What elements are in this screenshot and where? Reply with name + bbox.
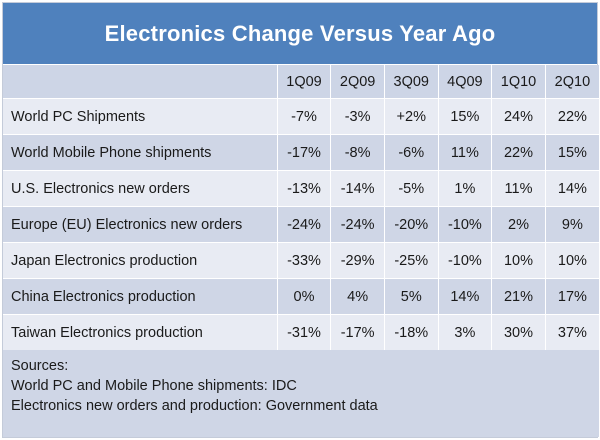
table-cell: 14% bbox=[544, 170, 599, 207]
table-cell: -6% bbox=[383, 134, 439, 171]
data-table: 1Q09 2Q09 3Q09 4Q09 1Q10 2Q10 World PC S… bbox=[3, 65, 599, 351]
row-label: U.S. Electronics new orders bbox=[3, 170, 278, 207]
header-row: 1Q09 2Q09 3Q09 4Q09 1Q10 2Q10 bbox=[3, 65, 599, 99]
row-label: Japan Electronics production bbox=[3, 242, 278, 279]
table-cell: 21% bbox=[491, 278, 546, 315]
table-cell: -7% bbox=[276, 98, 331, 135]
table-cell: -10% bbox=[437, 206, 492, 243]
table-cell: 24% bbox=[491, 98, 546, 135]
table-cell: 5% bbox=[383, 278, 439, 315]
row-label: Taiwan Electronics production bbox=[3, 314, 278, 351]
table-cell: -17% bbox=[276, 134, 331, 171]
table-cell: 4% bbox=[330, 278, 385, 315]
table-cell: -14% bbox=[330, 170, 385, 207]
table-cell: 2% bbox=[491, 206, 546, 243]
table-cell: 3% bbox=[437, 314, 492, 351]
table-row: Japan Electronics production -33% -29% -… bbox=[3, 242, 599, 279]
table-row: Europe (EU) Electronics new orders -24% … bbox=[3, 206, 599, 243]
table-cell: -20% bbox=[383, 206, 439, 243]
table-cell: -31% bbox=[276, 314, 331, 351]
row-label: China Electronics production bbox=[3, 278, 278, 315]
column-header: 4Q09 bbox=[437, 65, 492, 99]
table-row: U.S. Electronics new orders -13% -14% -5… bbox=[3, 170, 599, 207]
table-cell: -29% bbox=[330, 242, 385, 279]
table-cell: -18% bbox=[383, 314, 439, 351]
table-cell: 9% bbox=[544, 206, 599, 243]
table-cell: 1% bbox=[437, 170, 492, 207]
table-cell: -25% bbox=[383, 242, 439, 279]
title-bar: Electronics Change Versus Year Ago bbox=[3, 3, 597, 65]
column-header: 1Q10 bbox=[491, 65, 546, 99]
table-cell: 22% bbox=[544, 98, 599, 135]
table-cell: -3% bbox=[330, 98, 385, 135]
column-header: 2Q10 bbox=[544, 65, 599, 99]
column-header: 3Q09 bbox=[383, 65, 439, 99]
table-cell: 22% bbox=[491, 134, 546, 171]
column-header: 2Q09 bbox=[330, 65, 385, 99]
table-cell: -17% bbox=[330, 314, 385, 351]
row-label: World Mobile Phone shipments bbox=[3, 134, 278, 171]
sources-note: Sources: World PC and Mobile Phone shipm… bbox=[3, 350, 599, 437]
table-cell: 30% bbox=[491, 314, 546, 351]
table-cell: -24% bbox=[330, 206, 385, 243]
table-cell: 37% bbox=[544, 314, 599, 351]
table-cell: -10% bbox=[437, 242, 492, 279]
source-line: Electronics new orders and production: G… bbox=[11, 398, 378, 414]
table-cell: -24% bbox=[276, 206, 331, 243]
table-cell: 14% bbox=[437, 278, 492, 315]
table-cell: 10% bbox=[544, 242, 599, 279]
row-label: World PC Shipments bbox=[3, 98, 278, 135]
table-cell: -8% bbox=[330, 134, 385, 171]
table-cell: 15% bbox=[437, 98, 492, 135]
table-cell: -5% bbox=[383, 170, 439, 207]
table-cell: 15% bbox=[544, 134, 599, 171]
table-cell: 11% bbox=[491, 170, 546, 207]
table-row: Taiwan Electronics production -31% -17% … bbox=[3, 314, 599, 351]
header-label-cell bbox=[3, 65, 278, 99]
table-cell: 11% bbox=[437, 134, 492, 171]
table-cell: 0% bbox=[276, 278, 331, 315]
table-cell: -13% bbox=[276, 170, 331, 207]
sources-heading: Sources: bbox=[11, 358, 69, 374]
table-cell: 10% bbox=[491, 242, 546, 279]
table-cell: -33% bbox=[276, 242, 331, 279]
column-header: 1Q09 bbox=[276, 65, 331, 99]
table-row: China Electronics production 0% 4% 5% 14… bbox=[3, 278, 599, 315]
row-label: Europe (EU) Electronics new orders bbox=[3, 206, 278, 243]
table-cell: +2% bbox=[383, 98, 439, 135]
slide-title: Electronics Change Versus Year Ago bbox=[104, 20, 496, 46]
table-cell: 17% bbox=[544, 278, 599, 315]
source-line: World PC and Mobile Phone shipments: IDC bbox=[11, 378, 297, 394]
table-row: World Mobile Phone shipments -17% -8% -6… bbox=[3, 134, 599, 171]
table-row: World PC Shipments -7% -3% +2% 15% 24% 2… bbox=[3, 98, 599, 135]
